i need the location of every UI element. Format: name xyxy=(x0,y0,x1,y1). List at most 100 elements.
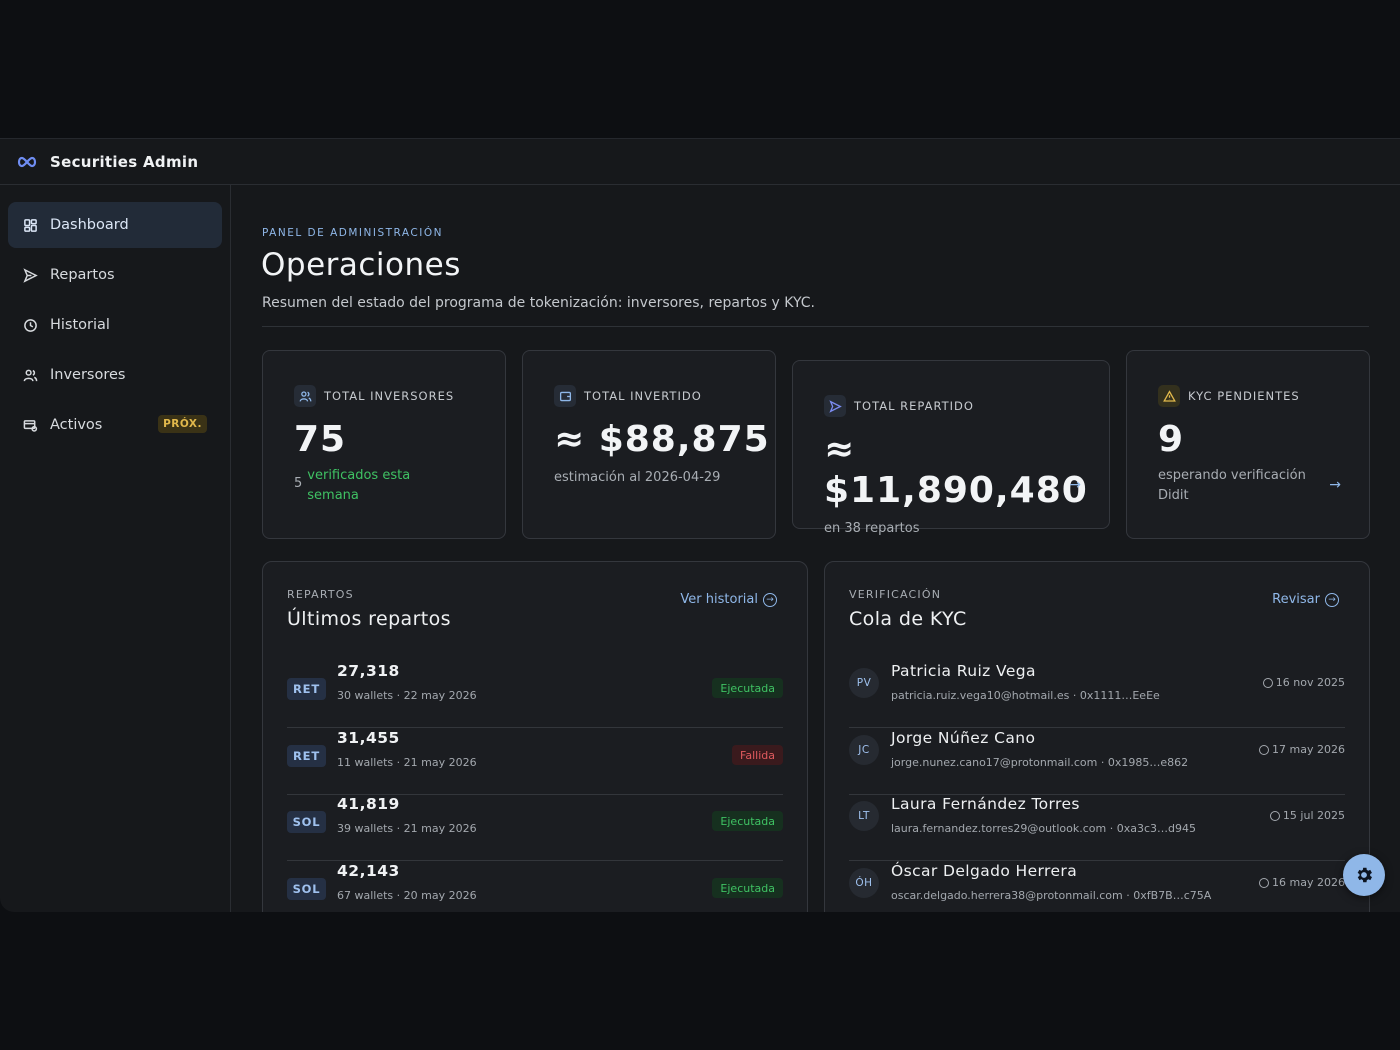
sidebar-item-label: Dashboard xyxy=(50,217,129,233)
asset-tag: RET xyxy=(287,745,326,767)
stat-card-invested: TOTAL INVERTIDO ≈ $88,875 estimación al … xyxy=(522,350,776,539)
kyc-row[interactable]: LT Laura Fernández Torres laura.fernande… xyxy=(849,795,1345,861)
distributions-panel: REPARTOS Últimos repartos Ver historial … xyxy=(262,561,808,912)
grid-icon xyxy=(24,218,37,232)
arrow-right-icon[interactable]: → xyxy=(1069,477,1081,493)
kyc-meta: patricia.ruiz.vega10@hotmail.es · 0x1111… xyxy=(891,689,1160,702)
stat-note-count: 5 xyxy=(294,476,303,491)
app-window: Securities Admin Dashboard Repartos Hist… xyxy=(0,138,1400,912)
stat-card-kyc: KYC PENDIENTES 9 esperando verificación … xyxy=(1126,350,1370,539)
kyc-row[interactable]: JC Jorge Núñez Cano jorge.nunez.cano17@p… xyxy=(849,729,1345,795)
distribution-amount: 42,143 xyxy=(337,862,400,880)
stat-card-investors: TOTAL INVERSORES 75 5 verificados esta s… xyxy=(262,350,506,539)
kyc-date: 15 jul 2025 xyxy=(1269,809,1345,822)
page-title: Operaciones xyxy=(261,247,461,283)
main-content: PANEL DE ADMINISTRACIÓN Operaciones Resu… xyxy=(231,185,1400,912)
kyc-row[interactable]: PV Patricia Ruiz Vega patricia.ruiz.vega… xyxy=(849,662,1345,728)
avatar: PV xyxy=(849,668,879,698)
distribution-meta: 39 wallets · 21 may 2026 xyxy=(337,822,477,835)
send-icon xyxy=(824,395,846,417)
kyc-meta: oscar.delgado.herrera38@protonmail.com ·… xyxy=(891,889,1212,902)
panel-title: Cola de KYC xyxy=(849,608,967,630)
stat-label: TOTAL INVERTIDO xyxy=(554,385,775,407)
stat-value: 9 xyxy=(1158,419,1185,460)
distribution-meta: 67 wallets · 20 may 2026 xyxy=(337,889,477,902)
gear-icon xyxy=(1357,867,1372,883)
distribution-row[interactable]: SOL 41,819 39 wallets · 21 may 2026 Ejec… xyxy=(287,795,783,861)
kyc-date: 16 may 2026 xyxy=(1259,876,1345,889)
distribution-row[interactable]: RET 31,455 11 wallets · 21 may 2026 Fall… xyxy=(287,729,783,795)
asset-tag: SOL xyxy=(287,878,326,900)
stat-label: KYC PENDIENTES xyxy=(1158,385,1369,407)
page-subtitle: Resumen del estado del programa de token… xyxy=(262,295,815,311)
distribution-meta: 30 wallets · 22 may 2026 xyxy=(337,689,477,702)
sidebar-item-dashboard[interactable]: Dashboard xyxy=(8,202,222,248)
sidebar-item-repartos[interactable]: Repartos xyxy=(8,252,222,298)
view-history-link[interactable]: Ver historial → xyxy=(680,592,777,607)
distribution-row[interactable]: SOL 42,143 67 wallets · 20 may 2026 Ejec… xyxy=(287,862,783,912)
arrow-circle-icon: → xyxy=(1325,592,1339,607)
arrow-circle-icon: → xyxy=(763,592,777,607)
avatar: ÓH xyxy=(849,868,879,898)
wallet-icon xyxy=(554,385,576,407)
kyc-queue-panel: VERIFICACIÓN Cola de KYC Revisar → PV Pa… xyxy=(824,561,1370,912)
settings-fab-button[interactable] xyxy=(1343,854,1385,896)
asset-tag: RET xyxy=(287,678,326,700)
stat-note: estimación al 2026-04-29 xyxy=(554,470,721,485)
avatar: JC xyxy=(849,735,879,765)
status-badge: Ejecutada xyxy=(712,678,783,698)
arrow-right-icon[interactable]: → xyxy=(1329,477,1341,493)
kyc-date: 17 may 2026 xyxy=(1259,743,1345,756)
status-badge: Ejecutada xyxy=(712,811,783,831)
stat-value: ≈ $88,875 xyxy=(554,419,770,460)
send-icon xyxy=(23,267,38,283)
stat-card-distributed: TOTAL REPARTIDO ≈ $11,890,480 en 38 repa… xyxy=(792,360,1110,536)
app-title: Securities Admin xyxy=(50,152,199,171)
sidebar-item-activos[interactable]: Activos PRÓX. xyxy=(8,402,222,448)
stat-value: ≈ $11,890,480 xyxy=(824,429,1088,511)
stat-value: 75 xyxy=(294,419,347,460)
warning-icon xyxy=(1158,385,1180,407)
stat-label: TOTAL REPARTIDO xyxy=(824,395,1109,417)
kyc-row[interactable]: ÓH Óscar Delgado Herrera oscar.delgado.h… xyxy=(849,862,1345,912)
kyc-name: Patricia Ruiz Vega xyxy=(891,662,1036,680)
distribution-row[interactable]: RET 27,318 30 wallets · 22 may 2026 Ejec… xyxy=(287,662,783,728)
kyc-name: Laura Fernández Torres xyxy=(891,795,1080,813)
infinity-logo-icon xyxy=(17,156,37,167)
clock-icon xyxy=(24,318,37,332)
assets-icon xyxy=(23,419,38,432)
clock-icon xyxy=(1269,810,1280,821)
stat-note: 5 verificados esta semana xyxy=(294,466,505,506)
kyc-meta: jorge.nunez.cano17@protonmail.com · 0x19… xyxy=(891,756,1189,769)
stat-note: esperando verificación Didit xyxy=(1158,468,1306,503)
sidebar-item-label: Historial xyxy=(50,317,110,333)
stat-note: en 38 repartos xyxy=(824,521,920,536)
sidebar-item-historial[interactable]: Historial xyxy=(8,302,222,348)
distribution-amount: 41,819 xyxy=(337,795,400,813)
panel-eyebrow: REPARTOS xyxy=(287,588,354,601)
status-badge: Ejecutada xyxy=(712,878,783,898)
page-eyebrow: PANEL DE ADMINISTRACIÓN xyxy=(262,227,443,239)
review-link[interactable]: Revisar → xyxy=(1272,592,1339,607)
coming-soon-badge: PRÓX. xyxy=(158,415,207,433)
sidebar-item-label: Activos xyxy=(50,417,103,433)
panel-eyebrow: VERIFICACIÓN xyxy=(849,588,942,601)
users-icon xyxy=(23,369,38,381)
clock-icon xyxy=(1262,677,1273,688)
topbar: Securities Admin xyxy=(0,139,1400,185)
kyc-name: Óscar Delgado Herrera xyxy=(891,862,1078,880)
clock-icon xyxy=(1259,744,1270,755)
kyc-meta: laura.fernandez.torres29@outlook.com · 0… xyxy=(891,822,1197,835)
users-icon xyxy=(294,385,316,407)
kyc-date: 16 nov 2025 xyxy=(1262,676,1345,689)
avatar: LT xyxy=(849,801,879,831)
status-badge: Fallida xyxy=(732,745,783,765)
stat-note-text: verificados esta semana xyxy=(307,468,411,503)
asset-tag: SOL xyxy=(287,811,326,833)
sidebar-item-inversores[interactable]: Inversores xyxy=(8,352,222,398)
distribution-meta: 11 wallets · 21 may 2026 xyxy=(337,756,477,769)
sidebar-item-label: Inversores xyxy=(50,367,126,383)
kyc-name: Jorge Núñez Cano xyxy=(891,729,1036,747)
panel-title: Últimos repartos xyxy=(287,608,451,630)
stat-label: TOTAL INVERSORES xyxy=(294,385,505,407)
